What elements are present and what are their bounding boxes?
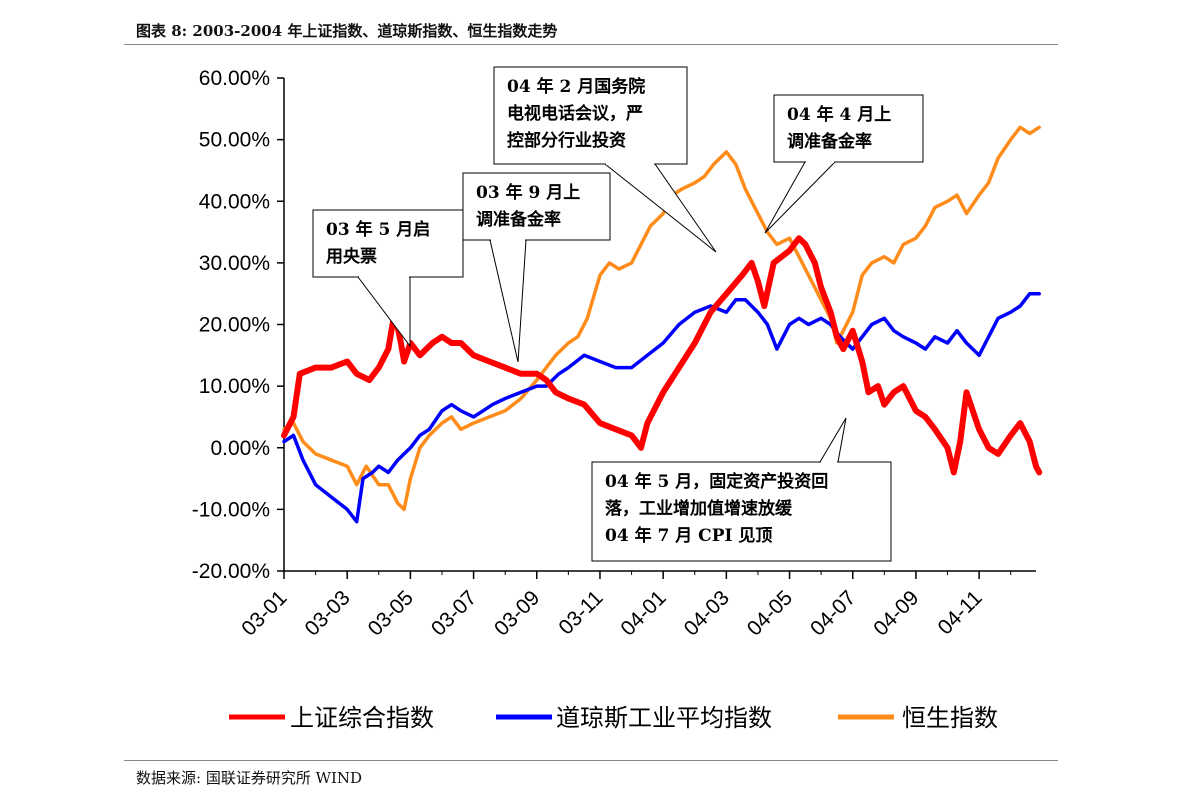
- callout-text: 04 年 5 月，固定资产投资回: [605, 471, 828, 492]
- callout-text: 04 年 4 月上: [787, 104, 891, 125]
- callout-box: [773, 94, 924, 163]
- x-tick-label: 03-11: [554, 586, 607, 639]
- callout-pointer: [489, 239, 527, 363]
- callout-pointer: [356, 276, 411, 348]
- callout-text: 用央票: [326, 246, 377, 267]
- legend-label: 上证综合指数: [290, 704, 434, 732]
- x-tick-label: 04-11: [934, 586, 987, 639]
- callout-text: 03 年 5 月启: [326, 219, 430, 240]
- y-tick-label: 0.00%: [210, 437, 270, 460]
- callout-text: 电视电话会议，严: [507, 103, 643, 124]
- y-tick-label: 60.00%: [199, 67, 270, 90]
- x-tick-label: 03-01: [237, 586, 291, 640]
- y-tick-label: 50.00%: [199, 129, 270, 152]
- series-line-dow: [282, 291, 1041, 524]
- x-tick-label: 03-03: [300, 586, 354, 640]
- callout-text: 调准备金率: [476, 209, 561, 230]
- legend-item-hangseng: 恒生指数: [838, 704, 998, 732]
- legend-label: 恒生指数: [902, 704, 998, 732]
- x-tick-label: 03-05: [364, 586, 418, 640]
- x-tick-label: 04-05: [743, 586, 797, 640]
- callout-box: [312, 209, 464, 278]
- series-layer: [281, 125, 1043, 524]
- y-tick-label: 30.00%: [199, 252, 270, 275]
- figure-caption: 图表 8: 2003-2004 年上证指数、道琼斯指数、恒生指数走势: [136, 22, 558, 40]
- callout-box: [591, 461, 892, 562]
- source-rule: [124, 760, 1058, 761]
- series-line-hangseng: [282, 125, 1041, 512]
- callout-box: [462, 172, 611, 241]
- y-tick-label: -10.00%: [192, 498, 270, 521]
- callout-box: [493, 66, 688, 165]
- callout-text: 04 年 7 月 CPI 见顶: [605, 525, 772, 546]
- x-tick-label: 04-03: [680, 586, 734, 640]
- callout-text: 04 年 2 月国务院: [507, 76, 645, 97]
- y-tick-label: 10.00%: [199, 375, 270, 398]
- callout-pointer: [603, 163, 717, 253]
- legend-item-dow: 道琼斯工业平均指数: [496, 704, 772, 732]
- callout-pointer: [819, 417, 847, 463]
- x-tick-label: 03-07: [427, 586, 481, 640]
- callout-text: 控部分行业投资: [507, 130, 626, 151]
- callout-text: 落，工业增加值增速放缓: [605, 498, 793, 519]
- y-tick-label: -20.00%: [192, 560, 270, 583]
- x-tick-label: 04-01: [616, 586, 670, 640]
- series-line-shanghai: [281, 235, 1043, 476]
- x-tick-label: 04-07: [806, 586, 860, 640]
- y-tick-label: 40.00%: [199, 190, 270, 213]
- x-tick-label: 03-09: [490, 586, 544, 640]
- caption-top-rule: [124, 44, 1058, 45]
- chart-legend: 上证综合指数 道琼斯工业平均指数 恒生指数: [229, 704, 998, 732]
- source-note: 数据来源: 国联证券研究所 WIND: [136, 769, 363, 787]
- x-tick-label: 04-09: [869, 586, 923, 640]
- callout-pointer: [764, 161, 837, 234]
- callout-text: 调准备金率: [787, 131, 872, 152]
- callout-text: 03 年 9 月上: [476, 182, 580, 203]
- legend-label: 道琼斯工业平均指数: [556, 704, 772, 732]
- y-tick-label: 20.00%: [199, 314, 270, 337]
- legend-item-shanghai: 上证综合指数: [229, 704, 434, 732]
